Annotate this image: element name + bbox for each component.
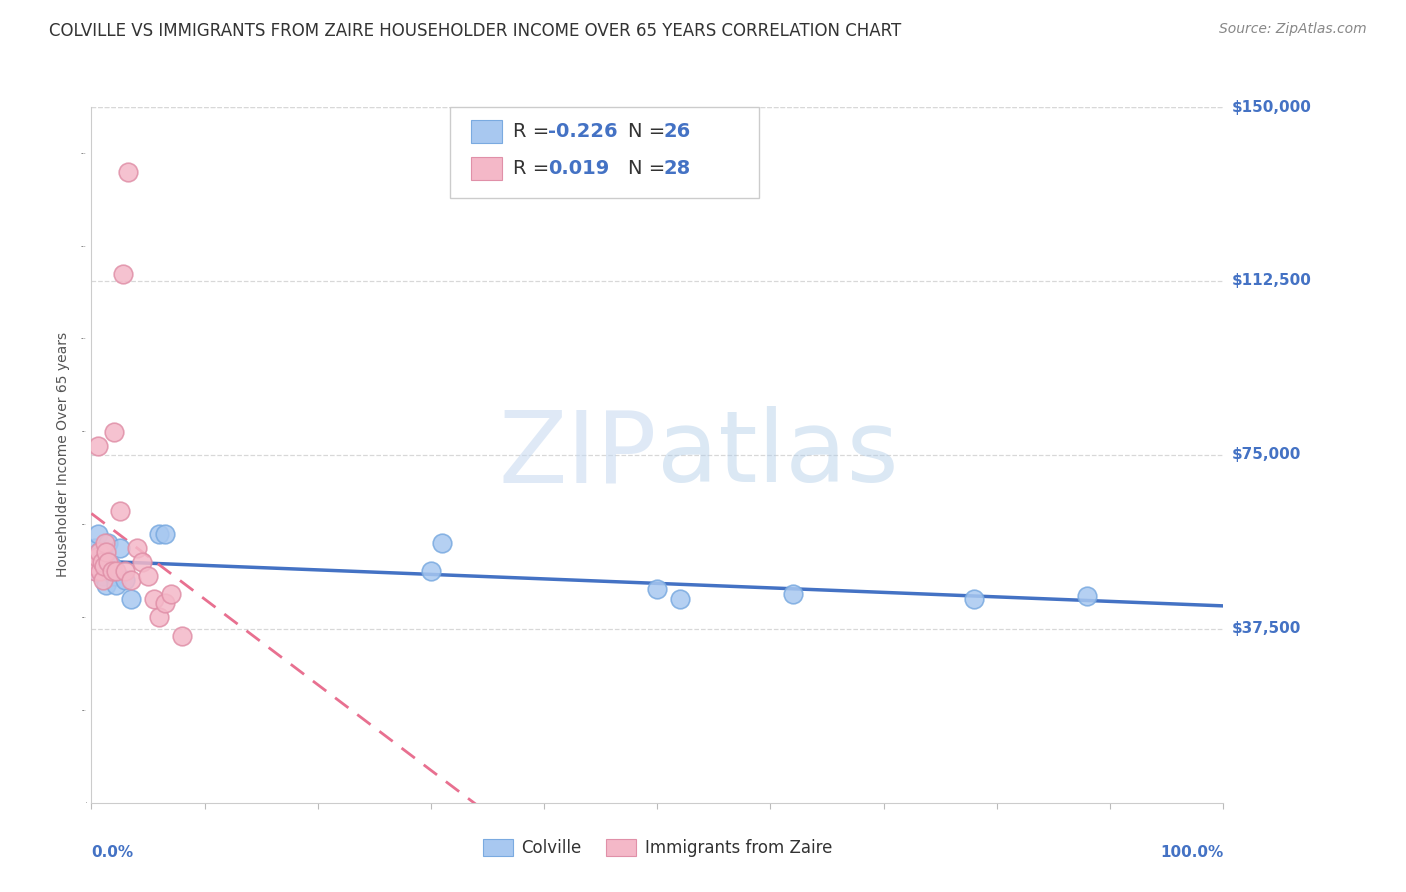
Point: [153, 596, 176, 610]
Point: [86, 549, 108, 564]
Point: [90, 564, 112, 578]
Point: [93, 559, 115, 574]
Text: COLVILLE VS IMMIGRANTS FROM ZAIRE HOUSEHOLDER INCOME OVER 65 YEARS CORRELATION C: COLVILLE VS IMMIGRANTS FROM ZAIRE HOUSEH…: [49, 22, 901, 40]
Text: ZIP: ZIP: [499, 407, 657, 503]
Point: [105, 578, 128, 592]
Point: [91, 573, 114, 587]
Point: [87, 526, 110, 541]
Text: 0.0%: 0.0%: [91, 845, 134, 860]
Point: [89, 564, 111, 578]
Y-axis label: Householder Income Over 65 years: Householder Income Over 65 years: [56, 333, 70, 577]
Point: [148, 526, 170, 541]
Point: [114, 573, 136, 587]
Point: [103, 425, 125, 439]
Point: [125, 541, 148, 555]
Point: [93, 549, 115, 564]
Point: [90, 555, 112, 569]
Text: N =: N =: [628, 121, 672, 141]
Text: $37,500: $37,500: [1232, 622, 1301, 636]
Point: [120, 573, 142, 587]
Point: [153, 526, 176, 541]
Point: [97, 536, 120, 550]
Point: [148, 610, 170, 624]
Point: [83, 564, 105, 578]
Point: [419, 564, 441, 578]
Point: [131, 555, 153, 569]
Point: [89, 559, 111, 574]
Point: [112, 267, 135, 281]
Point: [170, 629, 193, 643]
Point: [94, 545, 117, 559]
Point: [89, 545, 111, 559]
Point: [1076, 590, 1098, 604]
Point: [86, 555, 108, 569]
Text: 26: 26: [664, 121, 690, 141]
Point: [97, 555, 120, 569]
Text: -0.226: -0.226: [548, 121, 619, 141]
Point: [963, 591, 986, 606]
Point: [782, 587, 804, 601]
Point: [94, 536, 117, 550]
Point: [94, 578, 117, 592]
Text: 0.019: 0.019: [548, 159, 610, 178]
Text: atlas: atlas: [657, 407, 898, 503]
Point: [91, 568, 114, 582]
Point: [87, 439, 110, 453]
Point: [103, 568, 125, 582]
Point: [120, 591, 142, 606]
Text: $75,000: $75,000: [1232, 448, 1301, 462]
Point: [108, 503, 131, 517]
Point: [159, 587, 181, 601]
Point: [84, 559, 107, 574]
Text: N =: N =: [628, 159, 672, 178]
Legend: Colville, Immigrants from Zaire: Colville, Immigrants from Zaire: [477, 832, 838, 864]
Text: 28: 28: [664, 159, 690, 178]
Point: [645, 582, 668, 597]
Text: $150,000: $150,000: [1232, 100, 1312, 114]
Text: R =: R =: [513, 121, 555, 141]
Text: R =: R =: [513, 159, 562, 178]
Point: [136, 568, 159, 582]
Point: [100, 564, 122, 578]
Point: [432, 536, 454, 550]
Point: [100, 559, 122, 574]
Point: [89, 545, 111, 559]
Text: Source: ZipAtlas.com: Source: ZipAtlas.com: [1219, 22, 1367, 37]
Point: [669, 591, 692, 606]
Text: $112,500: $112,500: [1232, 274, 1312, 288]
Text: 100.0%: 100.0%: [1160, 845, 1223, 860]
Point: [114, 564, 136, 578]
Point: [84, 564, 107, 578]
Point: [117, 165, 139, 179]
Point: [105, 564, 128, 578]
Point: [83, 541, 105, 555]
Point: [108, 541, 131, 555]
Point: [142, 591, 165, 606]
